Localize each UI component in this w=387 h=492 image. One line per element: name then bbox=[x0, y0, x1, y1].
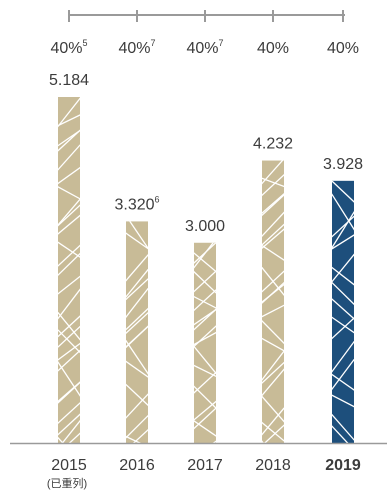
top-percent-labels: 40%5 40%7 40%7 40% 40% bbox=[50, 38, 359, 57]
top-label-2015-superscript: 5 bbox=[83, 38, 88, 48]
bar-rect-2019 bbox=[332, 180, 354, 443]
top-label-2019: 40% bbox=[327, 40, 359, 57]
bar-2019 bbox=[332, 180, 354, 443]
x-label-note-2015: (已重列) bbox=[47, 476, 87, 490]
value-label-2018-text: 4.232 bbox=[253, 136, 293, 153]
value-label-2016-text: 3.320 bbox=[114, 196, 154, 213]
value-label-2019-text: 3.928 bbox=[323, 156, 363, 173]
top-label-2019-text: 40% bbox=[327, 40, 359, 57]
x-label-2016: 2016 bbox=[119, 457, 155, 474]
bar-2015 bbox=[58, 97, 80, 443]
value-label-2016: 3.3206 bbox=[114, 194, 159, 213]
bar-pattern-2019 bbox=[332, 180, 354, 443]
value-label-2018: 4.232 bbox=[253, 136, 293, 153]
top-label-2016-superscript: 7 bbox=[151, 38, 156, 48]
bar-2018 bbox=[262, 160, 284, 443]
x-label-2018: 2018 bbox=[255, 457, 291, 474]
top-label-2016-text: 40% bbox=[118, 40, 150, 57]
top-label-2015: 40%5 bbox=[50, 38, 87, 57]
value-label-2015-text: 5.184 bbox=[49, 72, 89, 89]
x-label-2019: 2019 bbox=[325, 457, 361, 474]
bar-2016 bbox=[126, 221, 148, 443]
bar-rect-2016 bbox=[126, 221, 148, 443]
top-label-2018-text: 40% bbox=[257, 40, 289, 57]
value-label-2017-text: 3.000 bbox=[185, 218, 225, 235]
value-label-2015: 5.184 bbox=[49, 72, 89, 89]
top-label-2016: 40%7 bbox=[118, 38, 155, 57]
bar-pattern-2018 bbox=[262, 160, 284, 443]
bar-pattern-2015 bbox=[58, 97, 80, 443]
bar-rect-2017 bbox=[194, 242, 216, 443]
top-label-2017: 40%7 bbox=[186, 38, 223, 57]
value-label-2017: 3.000 bbox=[185, 218, 225, 235]
x-axis-labels: 2015 (已重列) 2016 2017 2018 2019 bbox=[47, 457, 361, 490]
top-label-2017-superscript: 7 bbox=[219, 38, 224, 48]
x-label-2015: 2015 bbox=[51, 457, 87, 474]
value-labels: 5.184 3.3206 3.000 4.232 3.928 bbox=[49, 72, 363, 235]
bar-pattern-2016 bbox=[126, 221, 148, 443]
bar-2017 bbox=[194, 242, 216, 443]
x-label-2017: 2017 bbox=[187, 457, 223, 474]
top-label-2018: 40% bbox=[257, 40, 289, 57]
top-axis bbox=[68, 10, 345, 22]
top-label-2017-text: 40% bbox=[186, 40, 218, 57]
bar-pattern-2017 bbox=[194, 242, 216, 443]
value-label-2019: 3.928 bbox=[323, 156, 363, 173]
value-label-2016-superscript: 6 bbox=[155, 194, 160, 204]
top-label-2015-text: 40% bbox=[50, 40, 82, 57]
bars bbox=[58, 97, 354, 443]
